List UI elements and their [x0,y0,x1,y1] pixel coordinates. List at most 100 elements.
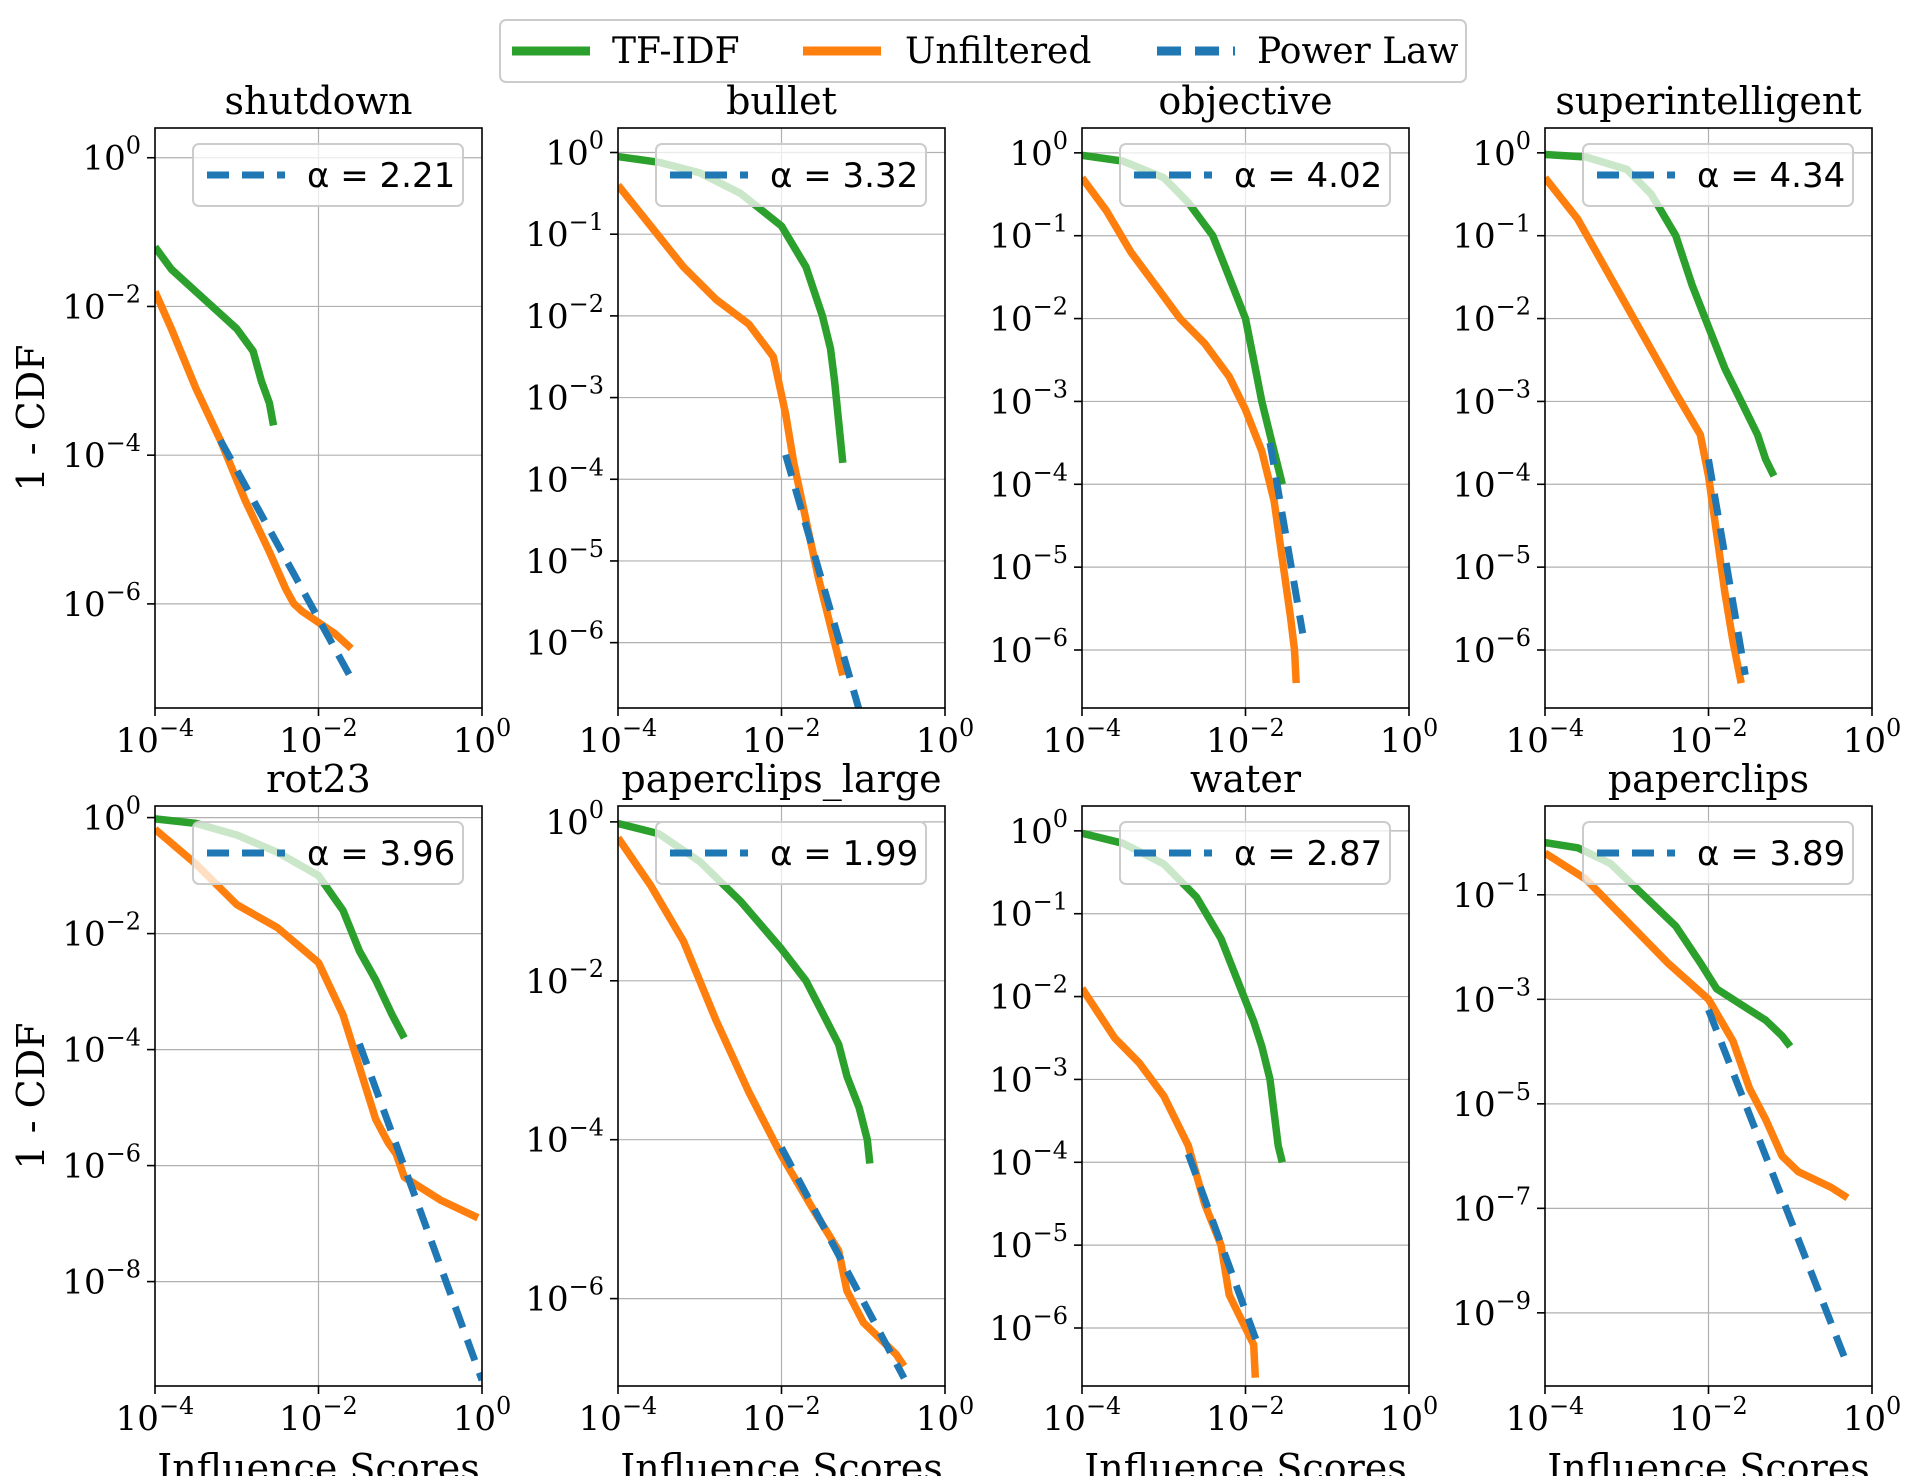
panel-objective: α = 4.02 objective 10−4 10−2 100 100 10−1 10−2 1… [989,79,1438,761]
panel-title: objective [1158,79,1332,123]
y-axis-label: 1 - CDF [9,1022,53,1169]
alpha-legend-label: α = 2.21 [307,156,455,196]
y-tick-label: 10−6 [62,1140,141,1187]
alpha-legend-frame [655,143,927,207]
y-tick-label: 10−2 [989,971,1068,1018]
panel-bullet: α = 3.32 bullet 10−4 10−2 100 100 10−1 10−2 10−3… [525,79,974,761]
series-unfiltered-line [1082,986,1260,1378]
x-tick-label: 100 [1380,714,1439,761]
y-tick-label: 10−2 [525,290,604,337]
alpha-legend-label: α = 4.02 [1234,156,1382,196]
alpha-legend-frame [1119,143,1391,207]
x-tick-label: 10−4 [579,1392,658,1439]
y-tick-label: 10−4 [62,429,141,476]
panel-paperclips-large: α = 1.99 paperclips_large 10−4 10−2 100 100 10… [525,757,974,1476]
alpha-legend-frame [1582,821,1854,885]
y-tick-label: 10−6 [989,1302,1068,1349]
y-tick-label: 10−1 [989,210,1068,257]
x-tick-label: 100 [1843,1392,1902,1439]
y-tick-label: 10−6 [1452,624,1531,671]
x-axis-label: Influence Scores [1084,1446,1406,1476]
series-power-law-line [1266,442,1307,634]
y-tick-label: 10−4 [1452,458,1531,505]
y-tick-label: 10−2 [1452,293,1531,340]
series-unfiltered-line [618,182,847,677]
alpha-legend-label: α = 2.87 [1234,834,1382,874]
y-tick-label: 10−1 [1452,869,1531,916]
y-tick-label: 10−3 [989,1053,1068,1100]
y-tick-label: 10−4 [525,453,604,500]
y-tick-label: 100 [1472,127,1531,174]
panel-title: paperclips_large [621,757,941,802]
alpha-legend-label: α = 1.99 [770,834,918,874]
panel-title: shutdown [225,79,413,123]
alpha-legend-frame [1582,143,1854,207]
y-tick-label: 10−1 [1452,210,1531,257]
alpha-legend-frame [1119,821,1391,885]
x-tick-label: 10−2 [1206,1392,1285,1439]
x-tick-label: 100 [453,1392,512,1439]
legend-frame [499,19,1467,83]
x-tick-label: 10−4 [1506,714,1585,761]
y-tick-label: 100 [1009,805,1068,852]
alpha-legend-label: α = 3.32 [770,156,918,196]
x-tick-label: 10−4 [1043,714,1122,761]
alpha-legend-frame [192,143,464,207]
y-tick-label: 10−5 [1452,541,1531,588]
x-tick-label: 100 [916,1392,975,1439]
y-tick-label: 10−7 [1452,1182,1531,1229]
series-unfiltered-line [1545,175,1745,684]
y-tick-label: 10−1 [525,208,604,255]
x-tick-label: 10−4 [116,714,195,761]
alpha-legend: α = 1.99 [655,821,927,885]
series-unfiltered-line [618,835,908,1369]
series-unfiltered-line [155,826,480,1222]
panel-title: water [1190,757,1302,801]
x-tick-label: 10−4 [579,714,658,761]
alpha-legend: α = 3.89 [1582,821,1854,885]
y-tick-label: 10−3 [1452,973,1531,1020]
y-tick-label: 100 [82,792,141,839]
y-tick-label: 10−5 [525,535,604,582]
series-power-law-line [217,438,359,688]
series-unfiltered-line [1545,849,1850,1202]
x-tick-label: 100 [453,714,512,761]
y-tick-label: 10−3 [1452,375,1531,422]
x-tick-label: 10−2 [1669,1392,1748,1439]
series-power-law-line [356,1042,482,1382]
x-tick-label: 10−4 [1043,1392,1122,1439]
alpha-legend: α = 3.96 [192,821,464,885]
x-tick-label: 100 [916,714,975,761]
alpha-legend: α = 4.34 [1582,143,1854,207]
alpha-legend: α = 2.21 [192,143,464,207]
y-tick-label: 10−3 [989,375,1068,422]
x-tick-label: 10−4 [116,1392,195,1439]
x-axis-label: Influence Scores [620,1446,942,1476]
y-tick-label: 10−6 [525,1273,604,1320]
figure-legend: TF-IDF Unfiltered Power Law [499,19,1467,83]
x-tick-label: 10−4 [1506,1392,1585,1439]
panel-title: paperclips [1608,757,1809,801]
y-tick-label: 10−4 [989,458,1068,505]
series-power-law-line [1705,1008,1851,1367]
y-tick-label: 10−4 [989,1136,1068,1183]
y-tick-label: 10−8 [62,1256,141,1303]
y-tick-label: 10−4 [62,1024,141,1071]
alpha-legend-frame [192,821,464,885]
panel-shutdown: α = 2.21 shutdown 10−4 10−2 100 100 10−2 10−4 10… [9,79,511,761]
panel-title: superintelligent [1555,79,1861,123]
y-tick-label: 10−2 [525,955,604,1002]
y-tick-label: 10−2 [989,293,1068,340]
x-tick-label: 100 [1380,1392,1439,1439]
legend-label-tfidf: TF-IDF [612,31,740,72]
alpha-legend-label: α = 4.34 [1697,156,1845,196]
alpha-legend-label: α = 3.89 [1697,834,1845,874]
y-tick-label: 10−6 [525,617,604,664]
y-tick-label: 10−2 [62,908,141,955]
series-power-law-line [778,1145,908,1380]
alpha-legend: α = 4.02 [1119,143,1391,207]
alpha-legend-frame [655,821,927,885]
y-tick-label: 100 [545,796,604,843]
y-tick-label: 10−9 [1452,1287,1531,1334]
